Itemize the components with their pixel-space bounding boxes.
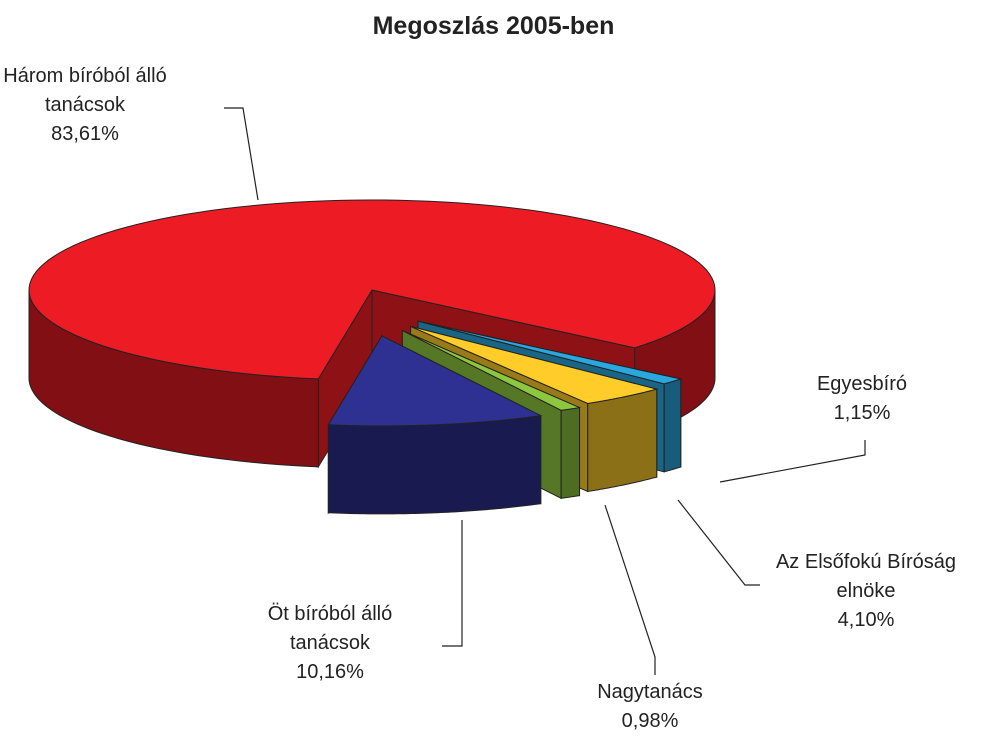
slice-value-label: 4,10% [837,609,895,631]
slice-category-label: Öt bíróból álló tanácsok [267,603,393,654]
slice-side [663,378,682,473]
slice-label: Három bíróból álló tanácsok 83,61% [0,62,170,149]
slice-label: Egyesbíró 1,15% [802,370,922,428]
leader-line [604,504,656,675]
slice-value-label: 83,61% [51,123,119,145]
slice-value-label: 10,16% [296,661,364,683]
slice-category-label: Három bíróból álló tanácsok [3,65,167,116]
leader-line [442,520,463,647]
slice-top [327,335,543,427]
slice-value-label: 1,15% [833,402,891,424]
slice-side [327,415,542,515]
slice-category-label: Egyesbíró [816,373,908,395]
slice-top [417,320,683,385]
leader-line [719,440,866,483]
leader-line [224,107,259,201]
slice-label: Öt bíróból álló tanácsok 10,16% [255,600,405,687]
pie-slice [327,334,543,515]
slice-label: Az Elsőfokú Bíróság elnöke 4,10% [756,548,976,635]
slice-label: Nagytanács 0,98% [585,678,715,736]
chart-title: Megoszlás 2005-ben [372,12,615,40]
slice-category-label: Nagytanács [597,681,703,703]
slice-top [410,325,659,404]
slice-value-label: 0,98% [621,710,679,732]
slice-category-label: Az Elsőfokú Bíróság elnöke [775,551,957,602]
slice-side [560,407,581,499]
slice-top [402,330,582,411]
slice-top [28,199,716,380]
slice-side [587,388,658,493]
leader-line [677,499,760,586]
